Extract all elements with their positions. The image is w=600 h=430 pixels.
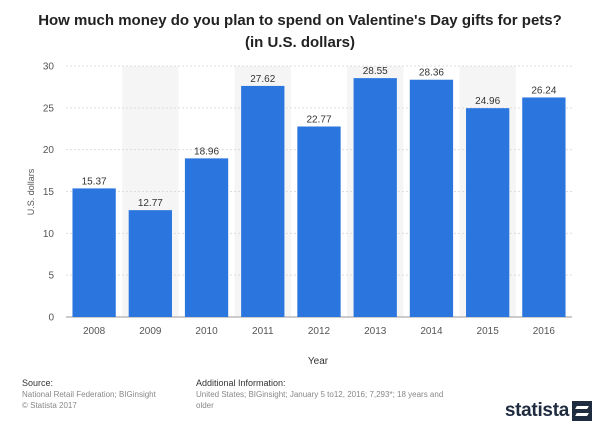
bar-2016 bbox=[522, 97, 566, 317]
x-tick-2011: 2011 bbox=[252, 326, 274, 337]
bar-2010 bbox=[184, 158, 229, 317]
source-block: Source: National Retail Federation; BIGi… bbox=[22, 378, 182, 411]
x-tick-2013: 2013 bbox=[364, 326, 387, 337]
additional-text: United States; BIGinsight; January 5 to1… bbox=[196, 390, 444, 410]
y-tick-15: 15 bbox=[43, 187, 55, 198]
bar-2008 bbox=[72, 188, 116, 317]
x-tick-2015: 2015 bbox=[477, 326, 500, 337]
bar-2012 bbox=[297, 126, 341, 317]
data-label-2011: 27.62 bbox=[250, 74, 275, 85]
source-line-1: National Retail Federation; BIGinsight bbox=[22, 390, 156, 399]
source-heading: Source: bbox=[22, 378, 54, 388]
data-label-2012: 22.77 bbox=[306, 114, 331, 125]
data-label-2015: 24.96 bbox=[475, 96, 500, 107]
bar-2013 bbox=[353, 78, 397, 317]
x-tick-2012: 2012 bbox=[308, 326, 331, 337]
data-label-2013: 28.55 bbox=[363, 66, 388, 77]
bar-2015 bbox=[466, 108, 510, 317]
x-tick-2016: 2016 bbox=[533, 326, 556, 337]
y-tick-20: 20 bbox=[43, 145, 55, 156]
y-tick-0: 0 bbox=[48, 313, 54, 324]
x-tick-2014: 2014 bbox=[420, 326, 443, 337]
bars bbox=[72, 78, 566, 318]
data-label-2014: 28.36 bbox=[419, 68, 444, 79]
x-axis-ticks: 2008 2009 2010 2011 2012 2013 2014 2015 2016 bbox=[83, 326, 555, 337]
x-tick-2010: 2010 bbox=[195, 326, 218, 337]
bar-2011 bbox=[241, 85, 285, 318]
data-label-2016: 26.24 bbox=[531, 85, 556, 96]
chart-title: How much money do you plan to spend on V… bbox=[38, 12, 562, 51]
statista-logo-icon bbox=[572, 401, 592, 421]
y-axis-ticks: 0 5 10 15 20 25 30 bbox=[43, 62, 55, 324]
y-tick-25: 25 bbox=[43, 103, 55, 114]
additional-info-block: Additional Information: United States; B… bbox=[196, 378, 446, 411]
data-label-2008: 15.37 bbox=[82, 176, 107, 187]
data-label-2009: 12.77 bbox=[138, 198, 163, 209]
x-tick-2009: 2009 bbox=[139, 326, 162, 337]
y-tick-10: 10 bbox=[43, 229, 55, 240]
brand-name: statista bbox=[504, 400, 569, 421]
additional-heading: Additional Information: bbox=[196, 378, 286, 388]
data-labels: 15.37 12.77 18.96 27.62 22.77 28.55 28.36 24.96… bbox=[82, 66, 557, 209]
source-line-2: © Statista 2017 bbox=[22, 401, 77, 410]
bar-chart: 0 5 10 15 20 25 30 15.37 12.77 18.96 27.62 22.77 28… bbox=[26, 62, 572, 367]
bar-2009 bbox=[128, 210, 172, 317]
y-tick-5: 5 bbox=[48, 271, 54, 282]
x-axis-label: Year bbox=[308, 356, 329, 367]
statista-logo[interactable]: statista bbox=[505, 396, 592, 426]
y-axis-label: U.S. dollars bbox=[26, 168, 36, 215]
data-label-2010: 18.96 bbox=[194, 146, 219, 157]
x-tick-2008: 2008 bbox=[83, 326, 106, 337]
bar-2014 bbox=[409, 79, 454, 317]
y-tick-30: 30 bbox=[43, 62, 55, 73]
